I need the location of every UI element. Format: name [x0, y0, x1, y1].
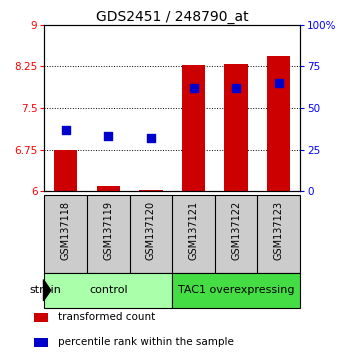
Bar — [182, 65, 205, 191]
Text: TAC1 overexpressing: TAC1 overexpressing — [178, 285, 294, 295]
Bar — [54, 150, 77, 191]
Text: percentile rank within the sample: percentile rank within the sample — [58, 337, 234, 348]
Point — [106, 133, 111, 139]
Point — [233, 85, 239, 91]
Text: GSM137122: GSM137122 — [231, 201, 241, 260]
Bar — [97, 185, 120, 191]
Bar — [44, 273, 172, 308]
Text: GSM137120: GSM137120 — [146, 201, 156, 260]
Text: GSM137119: GSM137119 — [103, 201, 113, 260]
Point — [63, 127, 68, 132]
Text: control: control — [89, 285, 128, 295]
Bar — [34, 313, 48, 322]
Bar — [34, 338, 48, 347]
Polygon shape — [44, 280, 51, 301]
Text: GSM137121: GSM137121 — [189, 201, 198, 260]
Bar — [139, 190, 163, 191]
Bar — [172, 273, 300, 308]
Bar — [267, 56, 291, 191]
Point — [148, 135, 153, 141]
Text: GSM137118: GSM137118 — [61, 201, 71, 260]
Bar — [224, 64, 248, 191]
Point — [276, 80, 282, 86]
Text: transformed count: transformed count — [58, 312, 155, 322]
Title: GDS2451 / 248790_at: GDS2451 / 248790_at — [96, 10, 249, 24]
Point — [191, 85, 196, 91]
Text: strain: strain — [29, 285, 61, 295]
Text: GSM137123: GSM137123 — [274, 201, 284, 260]
